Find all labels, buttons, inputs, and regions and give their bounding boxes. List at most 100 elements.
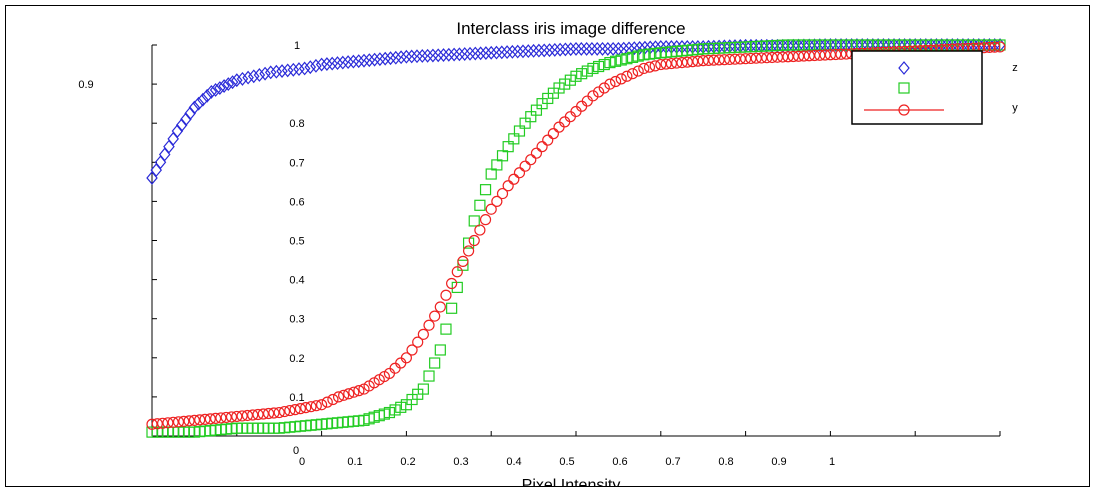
data-point [564,111,576,123]
data-point [593,60,605,73]
data-point [468,234,480,247]
data-point [633,40,646,55]
data-point [379,51,391,66]
data-point [536,141,548,153]
data-point [457,255,469,267]
legend-marker [898,104,910,116]
data-point [310,58,322,73]
data-point [729,53,741,65]
data-point [581,65,593,77]
data-point [638,49,650,61]
data-point [766,38,778,53]
data-point [204,413,216,425]
data-point [750,52,762,64]
data-point [448,47,460,62]
data-point [178,415,190,427]
data-point [158,147,171,162]
y-tick-label: 0.2 [289,353,304,365]
data-point [400,49,413,64]
y-tick-label: 0.4 [289,275,304,287]
data-point [511,44,524,59]
data-point [405,49,418,64]
data-point [559,116,571,128]
x-tick-label: 0.1 [347,456,362,468]
data-point [724,53,736,66]
data-point [218,79,230,93]
data-point [621,70,633,82]
data-point [458,47,471,61]
data-point [745,52,757,65]
data-point [363,53,376,68]
data-point [479,184,492,196]
data-point [686,56,699,68]
data-point [443,47,455,62]
data-point [549,42,561,57]
data-point [655,58,667,71]
data-point [803,38,815,53]
data-point [395,50,407,65]
data-point [501,45,513,60]
data-point [660,58,672,70]
data-point [978,42,990,54]
x-tick-label: 0.4 [506,456,521,468]
data-point [575,41,588,56]
data-point [253,68,266,82]
data-point [400,352,412,364]
data-point [615,54,627,66]
data-point [480,46,492,61]
data-point [803,50,815,62]
data-point [787,50,799,63]
data-point [157,417,169,429]
data-point [273,406,285,419]
data-point [792,50,805,62]
data-point [331,56,344,71]
data-point [676,56,688,69]
data-point [434,301,446,313]
data-point [596,41,609,56]
data-point [236,410,248,422]
data-point [440,323,452,335]
data-point [338,389,350,401]
data-point [824,49,837,61]
data-point [201,88,213,103]
data-point [205,84,218,99]
data-point [522,44,535,59]
data-point [188,414,200,426]
data-point [423,319,435,331]
data-point [570,105,582,118]
y-tick-label: 0 [293,445,299,457]
legend-label: z [1012,62,1018,74]
x-tick-label: 0.8 [718,456,733,468]
data-point [543,43,556,58]
data-point [247,69,260,84]
data-point [343,388,355,400]
data-point [559,42,572,57]
data-point [626,68,639,80]
x-tick-label: 0.2 [400,456,415,468]
data-point [462,245,475,257]
legend-box [851,50,983,125]
data-point [814,38,826,53]
data-point [264,65,277,80]
data-point [533,43,545,58]
chart-frame: Interclass iris image difference 0 0.1 0.2… [5,5,1090,487]
data-point [411,49,423,64]
data-point [782,51,794,63]
x-tick-label: 0.3 [453,456,468,468]
data-point [321,57,333,71]
data-point [798,50,810,62]
data-point [496,150,509,162]
data-point [210,412,222,425]
data-point [638,62,650,75]
y-tick-label: 1 [294,40,300,52]
data-point [226,75,239,90]
data-point [824,38,837,52]
data-point [348,386,360,398]
data-point [247,409,259,421]
data-point [643,48,656,60]
data-point [146,418,158,430]
data-point [607,41,619,56]
data-point [175,118,188,133]
data-point [451,281,463,294]
data-point [591,41,603,56]
